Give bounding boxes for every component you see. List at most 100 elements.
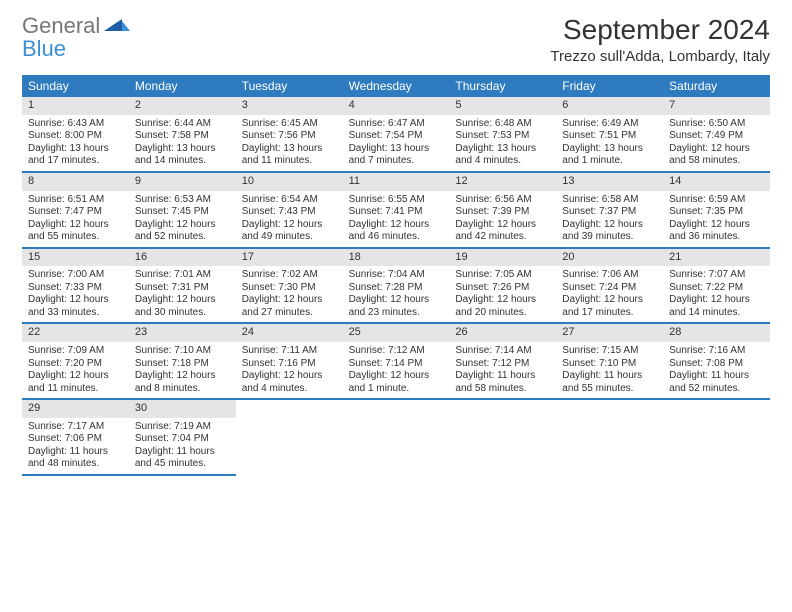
sunrise-text: Sunrise: 7:10 AM <box>135 345 230 358</box>
sunrise-text: Sunrise: 7:01 AM <box>135 269 230 282</box>
dayl1-text: Daylight: 12 hours <box>669 219 764 232</box>
dayl1-text: Daylight: 12 hours <box>242 219 337 232</box>
weekday-header: Friday <box>556 75 663 97</box>
dayl2-text: and 23 minutes. <box>349 307 444 320</box>
dayl2-text: and 52 minutes. <box>669 383 764 396</box>
weekday-header: Tuesday <box>236 75 343 97</box>
dayl2-text: and 14 minutes. <box>669 307 764 320</box>
sunset-text: Sunset: 7:37 PM <box>562 206 657 219</box>
calendar-day-cell: 13Sunrise: 6:58 AMSunset: 7:37 PMDayligh… <box>556 173 663 249</box>
sunset-text: Sunset: 7:20 PM <box>28 358 123 371</box>
day-number: 12 <box>449 173 556 191</box>
day-number: 17 <box>236 249 343 267</box>
dayl1-text: Daylight: 12 hours <box>28 370 123 383</box>
day-number: 18 <box>343 249 450 267</box>
sunset-text: Sunset: 7:53 PM <box>455 130 550 143</box>
sunset-text: Sunset: 7:06 PM <box>28 433 123 446</box>
dayl1-text: Daylight: 12 hours <box>349 294 444 307</box>
dayl2-text: and 8 minutes. <box>135 383 230 396</box>
sunrise-text: Sunrise: 6:44 AM <box>135 118 230 131</box>
calendar-day-cell: 5Sunrise: 6:48 AMSunset: 7:53 PMDaylight… <box>449 97 556 173</box>
day-number: 28 <box>663 324 770 342</box>
calendar-day-cell: 26Sunrise: 7:14 AMSunset: 7:12 PMDayligh… <box>449 324 556 400</box>
dayl1-text: Daylight: 12 hours <box>455 294 550 307</box>
dayl1-text: Daylight: 11 hours <box>562 370 657 383</box>
sunset-text: Sunset: 7:45 PM <box>135 206 230 219</box>
dayl1-text: Daylight: 12 hours <box>242 294 337 307</box>
sunrise-text: Sunrise: 6:53 AM <box>135 194 230 207</box>
dayl1-text: Daylight: 13 hours <box>242 143 337 156</box>
day-number: 2 <box>129 97 236 115</box>
dayl1-text: Daylight: 12 hours <box>135 294 230 307</box>
sunset-text: Sunset: 7:12 PM <box>455 358 550 371</box>
calendar-day-cell: 9Sunrise: 6:53 AMSunset: 7:45 PMDaylight… <box>129 173 236 249</box>
calendar-day-cell: 11Sunrise: 6:55 AMSunset: 7:41 PMDayligh… <box>343 173 450 249</box>
calendar-day-cell: 3Sunrise: 6:45 AMSunset: 7:56 PMDaylight… <box>236 97 343 173</box>
dayl2-text: and 55 minutes. <box>28 231 123 244</box>
sunrise-text: Sunrise: 6:48 AM <box>455 118 550 131</box>
calendar-day-cell: 8Sunrise: 6:51 AMSunset: 7:47 PMDaylight… <box>22 173 129 249</box>
sunset-text: Sunset: 7:43 PM <box>242 206 337 219</box>
dayl2-text: and 46 minutes. <box>349 231 444 244</box>
sunset-text: Sunset: 7:08 PM <box>669 358 764 371</box>
sunrise-text: Sunrise: 6:47 AM <box>349 118 444 131</box>
calendar-day-cell <box>556 400 663 476</box>
day-number: 19 <box>449 249 556 267</box>
sunrise-text: Sunrise: 6:59 AM <box>669 194 764 207</box>
dayl2-text: and 55 minutes. <box>562 383 657 396</box>
day-number: 10 <box>236 173 343 191</box>
sunrise-text: Sunrise: 7:09 AM <box>28 345 123 358</box>
calendar-day-cell: 20Sunrise: 7:06 AMSunset: 7:24 PMDayligh… <box>556 249 663 325</box>
dayl1-text: Daylight: 13 hours <box>28 143 123 156</box>
calendar-day-cell: 19 Sunrise: 7:05 AMSunset: 7:26 PMDayligh… <box>449 249 556 325</box>
sunrise-text: Sunrise: 7:11 AM <box>242 345 337 358</box>
calendar-week-row: 22Sunrise: 7:09 AMSunset: 7:20 PMDayligh… <box>22 324 770 400</box>
sunset-text: Sunset: 7:28 PM <box>349 282 444 295</box>
sunrise-text: Sunrise: 6:50 AM <box>669 118 764 131</box>
sunset-text: Sunset: 7:30 PM <box>242 282 337 295</box>
dayl2-text: and 30 minutes. <box>135 307 230 320</box>
dayl1-text: Daylight: 11 hours <box>28 446 123 459</box>
sunrise-text: Sunrise: 7:00 AM <box>28 269 123 282</box>
sunrise-text: Sunrise: 6:54 AM <box>242 194 337 207</box>
day-number: 9 <box>129 173 236 191</box>
dayl1-text: Daylight: 11 hours <box>135 446 230 459</box>
dayl1-text: Daylight: 12 hours <box>669 143 764 156</box>
sunrise-text: Sunrise: 7:16 AM <box>669 345 764 358</box>
calendar-day-cell <box>236 400 343 476</box>
dayl2-text: and 58 minutes. <box>455 383 550 396</box>
day-number: 21 <box>663 249 770 267</box>
sunset-text: Sunset: 7:26 PM <box>455 282 550 295</box>
dayl2-text: and 14 minutes. <box>135 155 230 168</box>
calendar-day-cell: 25Sunrise: 7:12 AMSunset: 7:14 PMDayligh… <box>343 324 450 400</box>
weekday-header: Monday <box>129 75 236 97</box>
day-number: 23 <box>129 324 236 342</box>
sunrise-text: Sunrise: 7:05 AM <box>455 269 550 282</box>
calendar-day-cell: 23Sunrise: 7:10 AMSunset: 7:18 PMDayligh… <box>129 324 236 400</box>
dayl1-text: Daylight: 13 hours <box>349 143 444 156</box>
day-number: 15 <box>22 249 129 267</box>
sunrise-text: Sunrise: 7:12 AM <box>349 345 444 358</box>
day-number: 13 <box>556 173 663 191</box>
dayl1-text: Daylight: 12 hours <box>455 219 550 232</box>
location-subtitle: Trezzo sull'Adda, Lombardy, Italy <box>550 48 770 65</box>
day-number: 8 <box>22 173 129 191</box>
dayl1-text: Daylight: 12 hours <box>562 294 657 307</box>
dayl1-text: Daylight: 11 hours <box>669 370 764 383</box>
weekday-header-row: Sunday Monday Tuesday Wednesday Thursday… <box>22 75 770 97</box>
day-number: 5 <box>449 97 556 115</box>
sunset-text: Sunset: 7:51 PM <box>562 130 657 143</box>
sunrise-text: Sunrise: 6:56 AM <box>455 194 550 207</box>
sunset-text: Sunset: 7:16 PM <box>242 358 337 371</box>
sunrise-text: Sunrise: 7:02 AM <box>242 269 337 282</box>
sunset-text: Sunset: 7:10 PM <box>562 358 657 371</box>
dayl2-text: and 4 minutes. <box>242 383 337 396</box>
logo: General Blue <box>22 14 130 60</box>
sunset-text: Sunset: 8:00 PM <box>28 130 123 143</box>
calendar-day-cell: 15Sunrise: 7:00 AMSunset: 7:33 PMDayligh… <box>22 249 129 325</box>
sunset-text: Sunset: 7:18 PM <box>135 358 230 371</box>
sunrise-text: Sunrise: 6:49 AM <box>562 118 657 131</box>
dayl1-text: Daylight: 12 hours <box>28 294 123 307</box>
dayl2-text: and 52 minutes. <box>135 231 230 244</box>
calendar-week-row: 29Sunrise: 7:17 AMSunset: 7:06 PMDayligh… <box>22 400 770 476</box>
